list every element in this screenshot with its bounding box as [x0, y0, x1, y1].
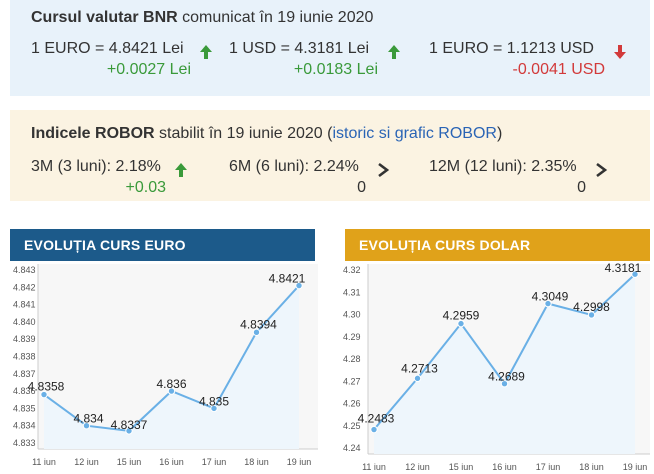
series-area — [44, 285, 299, 449]
rate-euro-ron: 1 EURO = 4.8421 Lei — [31, 40, 184, 57]
rate-usd-ron-delta: +0.0183 Lei — [293, 61, 378, 78]
x-tick-label: 12 iun — [74, 457, 99, 467]
y-tick-label: 4.834 — [13, 421, 36, 431]
y-tick-label: 4.25 — [343, 421, 361, 431]
euro-chart-header: EVOLUȚIA CURS EURO — [10, 229, 315, 261]
data-label: 4.2713 — [401, 361, 438, 375]
rate-euro-usd: 1 EURO = 1.1213 USD — [429, 40, 594, 57]
y-tick-label: 4.30 — [343, 310, 361, 320]
data-point — [544, 299, 552, 308]
euro-line-chart: 4.833 4.834 4.835 4.836 4.837 4.838 4.839 4.840… — [13, 264, 318, 467]
x-tick-label: 18 iun — [579, 462, 604, 472]
x-tick-label: 19 iun — [623, 462, 648, 472]
y-tick-label: 4.840 — [13, 317, 36, 327]
y-tick-label: 4.838 — [13, 352, 36, 362]
x-tick-label: 17 iun — [536, 462, 561, 472]
arrow-up-icon — [388, 45, 400, 59]
x-tick-label: 11 iun — [32, 457, 56, 467]
data-point — [631, 270, 639, 278]
data-label: 4.2959 — [443, 309, 480, 323]
y-tick-label: 4.26 — [343, 399, 361, 409]
bnr-title-bold: Cursul valutar BNR — [31, 9, 178, 26]
data-label: 4.8394 — [240, 317, 277, 331]
arrow-up-icon — [200, 45, 212, 59]
data-point — [40, 390, 48, 399]
robor-6m-delta: 0 — [357, 179, 366, 196]
x-tick-label: 12 iun — [405, 462, 430, 472]
y-tick-label: 4.29 — [343, 332, 361, 342]
data-label: 4.3181 — [605, 261, 642, 275]
robor-12m-delta: 0 — [577, 179, 586, 196]
x-tick-label: 19 iun — [287, 457, 312, 467]
x-tick-label: 18 iun — [244, 457, 269, 467]
arrow-right-icon — [378, 162, 390, 178]
y-tick-label: 4.842 — [13, 282, 36, 292]
x-tick-label: 11 iun — [362, 462, 386, 472]
rate-euro-ron-delta: +0.0027 Lei — [106, 61, 191, 78]
bnr-rates-panel: Cursul valutar BNR comunicat în 19 iunie… — [10, 0, 650, 96]
y-tick-label: 4.836 — [13, 386, 36, 396]
data-label: 4.2689 — [488, 370, 525, 384]
x-tick-label: 16 iun — [492, 462, 517, 472]
data-point — [370, 425, 378, 434]
data-point — [500, 379, 509, 388]
robor-title-date: stabilit în 19 iunie 2020 ( — [154, 125, 333, 142]
data-point — [210, 404, 218, 413]
robor-title-end: ) — [496, 125, 503, 142]
dolar-chart-header: EVOLUȚIA CURS DOLAR — [345, 229, 650, 261]
y-tick-label: 4.28 — [343, 354, 361, 364]
data-label: 4.2998 — [573, 300, 610, 314]
arrow-up-icon — [175, 163, 187, 177]
y-tick-label: 4.31 — [343, 287, 361, 297]
data-label: 4.2483 — [358, 412, 395, 426]
y-tick-label: 4.27 — [343, 376, 361, 386]
data-point — [252, 328, 261, 336]
data-point — [457, 319, 465, 328]
data-point — [587, 311, 596, 319]
data-label: 4.8337 — [111, 418, 148, 432]
robor-panel: Indicele ROBOR stabilit în 19 iunie 2020… — [10, 110, 650, 201]
data-point — [125, 427, 133, 435]
bnr-title: Cursul valutar BNR comunicat în 19 iunie… — [31, 9, 373, 27]
data-label: 4.8421 — [269, 272, 306, 286]
data-label: 4.3049 — [532, 290, 569, 304]
robor-3m: 3M (3 luni): 2.18% — [31, 158, 161, 175]
robor-title: Indicele ROBOR stabilit în 19 iunie 2020… — [31, 125, 502, 143]
y-tick-label: 4.839 — [13, 334, 36, 344]
robor-6m: 6M (6 luni): 2.24% — [229, 158, 359, 175]
robor-3m-delta: +0.03 — [125, 179, 166, 196]
data-label: 4.834 — [73, 412, 103, 426]
data-label: 4.836 — [156, 377, 186, 391]
x-tick-label: 17 iun — [202, 457, 227, 467]
y-tick-label: 4.841 — [13, 300, 36, 310]
bnr-title-date: comunicat în 19 iunie 2020 — [177, 9, 374, 26]
x-tick-label: 15 iun — [117, 457, 142, 467]
data-point — [295, 281, 303, 290]
robor-12m: 12M (12 luni): 2.35% — [429, 158, 577, 175]
y-tick-label: 4.835 — [13, 403, 36, 413]
y-tick-label: 4.833 — [13, 438, 36, 448]
arrow-down-icon — [614, 45, 626, 59]
rate-euro-usd-delta: -0.0041 USD — [512, 61, 606, 78]
arrow-right-icon — [596, 162, 608, 178]
data-label: 4.8358 — [28, 380, 65, 394]
robor-title-bold: Indicele ROBOR — [31, 125, 155, 142]
y-tick-label: 4.32 — [343, 265, 361, 275]
data-label: 4.835 — [199, 394, 229, 408]
x-tick-label: 16 iun — [159, 457, 184, 467]
dolar-line-chart: 4.24 4.25 4.26 4.27 4.28 4.29 4.30 4.31 4.32 11 i… — [343, 261, 650, 472]
data-point — [413, 374, 422, 383]
robor-history-link[interactable]: istoric si grafic ROBOR — [332, 125, 497, 142]
y-tick-label: 4.843 — [13, 265, 36, 275]
y-tick-label: 4.24 — [343, 443, 361, 453]
data-point — [82, 422, 91, 430]
y-tick-label: 4.837 — [13, 369, 36, 379]
data-point — [167, 387, 176, 395]
rate-usd-ron: 1 USD = 4.3181 Lei — [229, 40, 370, 57]
series-area — [374, 274, 635, 454]
x-tick-label: 15 iun — [449, 462, 474, 472]
